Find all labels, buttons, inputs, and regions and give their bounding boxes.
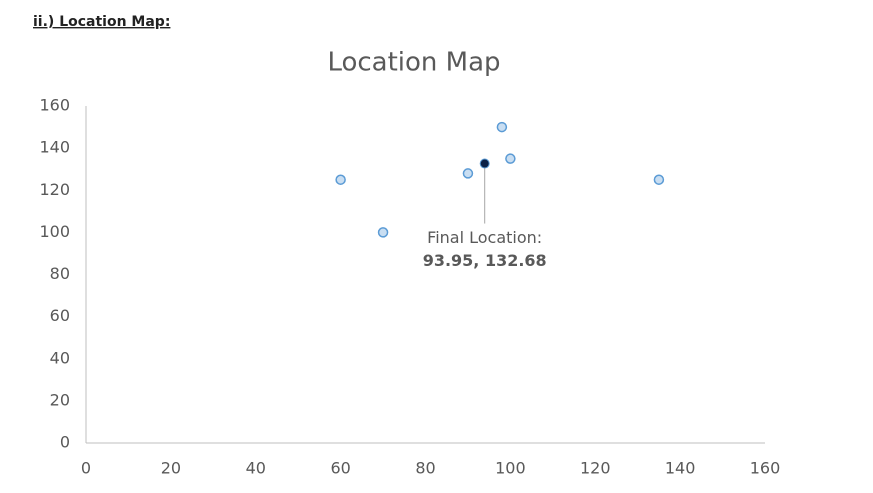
y-tick-label: 140 [39,138,70,157]
data-point [462,168,474,179]
chart-title: Location Map [327,48,500,78]
x-tick-label: 0 [81,459,91,478]
y-tick-label: 20 [50,390,70,409]
x-tick-label: 160 [750,459,781,478]
y-tick-label: 80 [50,264,70,283]
x-tick-label: 40 [246,459,266,478]
y-tick-label: 0 [60,433,70,452]
section-header: ii.) Location Map: [33,14,170,30]
x-tick-label: 100 [495,459,526,478]
x-tick-label: 60 [330,459,350,478]
y-tick-label: 120 [39,180,70,199]
data-point [335,174,346,185]
y-tick-label: 60 [50,306,70,325]
data-point [653,174,665,185]
x-tick-label: 140 [665,459,696,478]
data-point [505,153,516,164]
annotation-text: Final Location: [427,228,542,247]
x-tick-label: 80 [415,459,435,478]
x-tick-label: 20 [161,459,181,478]
data-point [496,121,508,133]
y-tick-label: 100 [39,222,70,241]
y-tick-label: 160 [39,96,70,115]
final-location-point [479,158,490,169]
data-point [377,227,389,238]
annotation-label: 93.95, 132.68 [423,251,547,270]
x-tick-label: 120 [580,459,611,478]
y-tick-label: 40 [50,348,70,367]
